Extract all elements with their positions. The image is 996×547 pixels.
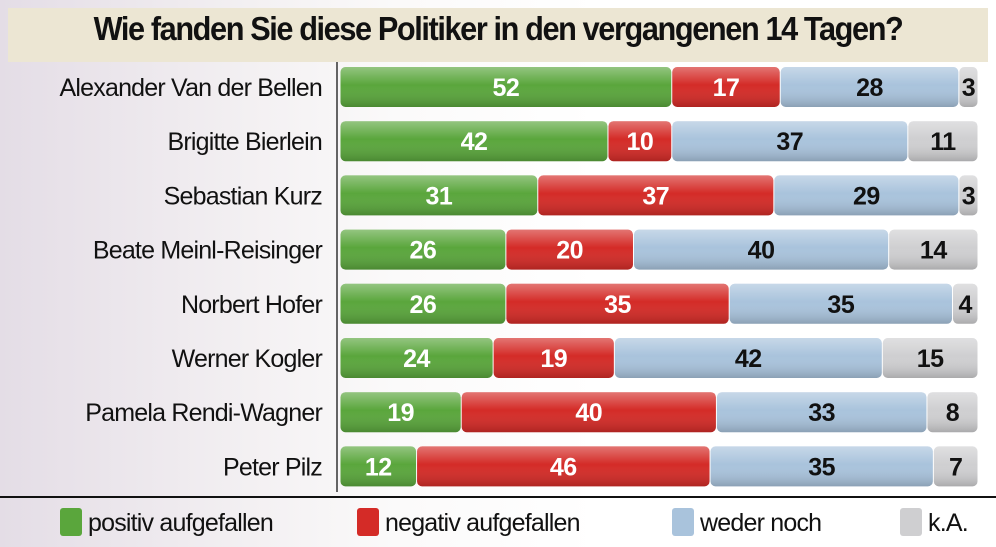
bar-segment-shade — [710, 446, 933, 487]
bar-segment-shade — [340, 67, 672, 107]
data-label: 14 — [920, 237, 947, 265]
legend-swatch — [357, 508, 379, 536]
bar-segment-shade — [882, 338, 978, 378]
bar-segment-shade — [461, 392, 716, 433]
legend-swatch — [60, 508, 82, 536]
legend-label: k.A. — [928, 509, 968, 537]
data-label: 29 — [853, 182, 880, 210]
category-label: Peter Pilz — [223, 453, 322, 481]
bar-segment-shade — [774, 175, 959, 216]
data-label: 19 — [540, 345, 567, 373]
data-label: 15 — [917, 345, 944, 373]
bar-segment-shade — [340, 338, 493, 378]
title-band — [8, 8, 988, 62]
bar-segment-shade — [672, 67, 780, 107]
bar-segment-shade — [340, 121, 608, 162]
category-label: Norbert Hofer — [181, 291, 323, 319]
data-label: 42 — [735, 345, 762, 373]
bar-segment-shade — [933, 446, 978, 487]
data-label: 37 — [642, 182, 669, 210]
category-label: Brigitte Bierlein — [167, 128, 322, 156]
data-label: 42 — [461, 128, 488, 156]
bar-segment-shade — [889, 229, 978, 270]
data-label: 35 — [827, 291, 854, 319]
data-label: 7 — [949, 453, 962, 481]
data-label: 40 — [748, 237, 775, 265]
data-label: 12 — [365, 453, 392, 481]
data-label: 35 — [604, 291, 631, 319]
data-label: 31 — [425, 182, 452, 210]
data-label: 33 — [808, 399, 835, 427]
data-label: 3 — [962, 74, 975, 102]
data-label: 37 — [776, 128, 803, 156]
data-label: 8 — [946, 399, 960, 427]
bar-segment-shade — [959, 67, 978, 107]
legend-label: negativ aufgefallen — [385, 509, 580, 537]
bar-segment-shade — [340, 229, 506, 270]
bar-segment-shade — [538, 175, 774, 216]
legend-label: weder noch — [699, 509, 821, 537]
category-label: Sebastian Kurz — [164, 182, 323, 210]
data-label: 11 — [930, 128, 956, 156]
bar-segment-shade — [633, 229, 889, 270]
bar-segment-shade — [340, 446, 417, 487]
bar-segment-shade — [780, 67, 959, 107]
data-label: 26 — [410, 291, 437, 319]
bar-segment-shade — [908, 121, 978, 162]
bar-segment-shade — [506, 229, 633, 270]
category-label: Pamela Rendi-Wagner — [85, 399, 322, 427]
data-label: 10 — [626, 128, 653, 156]
legend-label: positiv aufgefallen — [88, 509, 273, 537]
bar-segment-shade — [340, 283, 506, 324]
data-label: 26 — [410, 237, 437, 265]
category-label: Beate Meinl-Reisinger — [93, 237, 323, 265]
data-label: 28 — [856, 74, 883, 102]
data-label: 20 — [556, 237, 583, 265]
bar-segment-shade — [614, 338, 882, 378]
bar-segment-shade — [493, 338, 614, 378]
bar-segment-shade — [340, 392, 461, 433]
data-label: 35 — [808, 453, 835, 481]
bar-segment-shade — [952, 283, 978, 324]
bar-segment-shade — [340, 175, 538, 216]
data-label: 52 — [492, 74, 519, 102]
data-label: 3 — [962, 182, 975, 210]
data-label: 24 — [403, 345, 430, 373]
bar-segment-shade — [959, 175, 978, 216]
chart-title: Wie fanden Sie diese Politiker in den ve… — [93, 10, 904, 47]
legend-swatch — [900, 508, 922, 536]
bar-segment-shade — [506, 283, 729, 324]
bar-segment-shade — [672, 121, 908, 162]
bar-segment-shade — [608, 121, 672, 162]
bar-segment-shade — [417, 446, 710, 487]
data-label: 4 — [959, 291, 973, 319]
category-label: Alexander Van der Bellen — [60, 74, 322, 102]
data-label: 40 — [575, 399, 602, 427]
bar-segment-shade — [716, 392, 927, 433]
legend-swatch — [672, 508, 694, 536]
data-label: 17 — [713, 74, 740, 102]
category-label: Werner Kogler — [172, 345, 323, 373]
bar-segment-shade — [729, 283, 952, 324]
bar-segment-shade — [927, 392, 978, 433]
data-label: 19 — [387, 399, 414, 427]
data-label: 46 — [550, 453, 577, 481]
